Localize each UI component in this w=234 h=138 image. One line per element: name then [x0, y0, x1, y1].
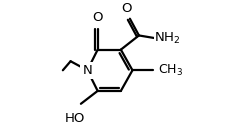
- Text: N: N: [82, 64, 92, 77]
- Text: O: O: [121, 2, 131, 15]
- Text: O: O: [92, 11, 103, 24]
- Text: NH$_2$: NH$_2$: [154, 30, 181, 46]
- Text: HO: HO: [64, 112, 85, 124]
- Text: CH$_3$: CH$_3$: [158, 63, 183, 78]
